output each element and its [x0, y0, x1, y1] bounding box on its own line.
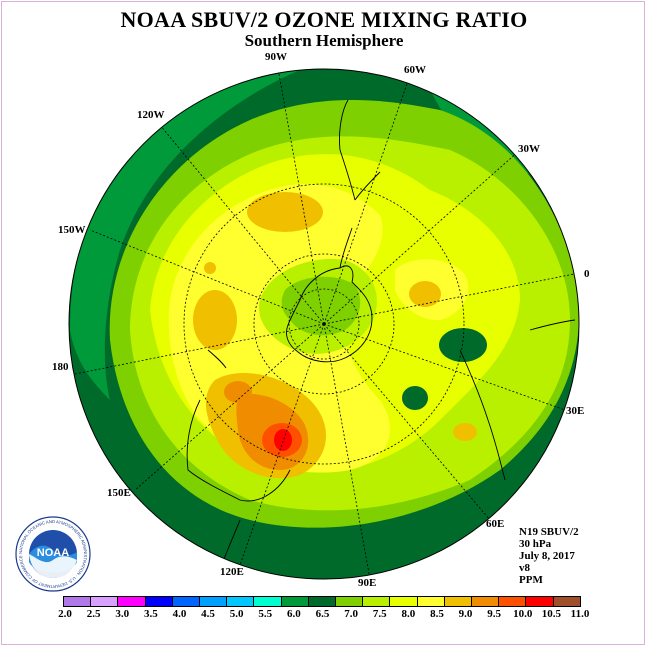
max-9-0-east: [409, 281, 441, 307]
colorbar-swatch: [254, 597, 282, 606]
meridian-90w: [276, 69, 325, 325]
meridian-120w: [159, 124, 325, 325]
lon-label-120w: 120W: [137, 109, 165, 121]
colorbar-swatch: [145, 597, 173, 606]
coastlines: [186, 99, 576, 566]
meridian-0: [323, 272, 579, 325]
colorbar-swatch: [390, 597, 418, 606]
colorbar-swatch: [526, 597, 554, 606]
logo-text: NOAA: [37, 547, 69, 559]
info-instrument: N19 SBUV/2: [519, 526, 579, 538]
meridian-120e: [239, 323, 325, 566]
noaa-logo: NATIONAL OCEANIC AND ATMOSPHERIC ADMINIS…: [15, 516, 91, 592]
max-10-5: [274, 429, 292, 451]
colorbar-tick-label: 8.5: [430, 608, 444, 620]
max-9-5-west: [224, 381, 252, 403]
colorbar-swatch: [118, 597, 146, 606]
colorbar-tick-label: 9.0: [458, 608, 473, 620]
info-units: PPM: [519, 574, 543, 586]
colorbar-tick-label: 6.5: [315, 608, 330, 620]
lon-label-150e: 150E: [107, 487, 131, 499]
lon-label-180: 180: [52, 361, 69, 373]
colorbar-tick-label: 5.5: [258, 608, 273, 620]
lat-circle-45s: [183, 183, 465, 465]
info-block: N19 SBUV/2 30 hPa July 8, 2017 v8 PPM: [519, 526, 579, 586]
colorbar-tick-label: 3.0: [115, 608, 130, 620]
colorbar-swatch: [281, 597, 309, 606]
band-6-0-nw: [70, 70, 300, 400]
meridian-150e: [134, 323, 325, 491]
africa-coast: [459, 319, 576, 481]
antarctica-coast: [286, 265, 373, 363]
colorbar-swatch: [200, 597, 228, 606]
antarctic-peninsula: [339, 227, 353, 269]
max-9-0-dot: [204, 262, 216, 274]
colorbar-tick-label: 8.0: [401, 608, 416, 620]
lon-label-150w: 150W: [58, 224, 86, 236]
low-6-5-southeast: [402, 386, 428, 410]
colorbar-tick-label: 7.0: [344, 608, 358, 620]
colorbar-tick-label: 7.5: [372, 608, 387, 620]
colorbar-tick-label: 5.0: [229, 608, 244, 620]
colorbar-tick-label: 4.0: [172, 608, 187, 620]
colorbar-swatch: [91, 597, 119, 606]
colorbar-tick-label: 10.0: [513, 608, 533, 620]
colorbar-tick-label: 9.5: [487, 608, 502, 620]
colorbar-tick-label: 10.5: [541, 608, 561, 620]
colorbar-swatch: [363, 597, 391, 606]
colorbar-tick-label: 2.5: [86, 608, 101, 620]
colorbar-swatch: [227, 597, 255, 606]
map-title: NOAA SBUV/2 OZONE MIXING RATIO: [120, 7, 528, 32]
colorbar-swatch: [172, 597, 201, 606]
lon-label-30w: 30W: [518, 143, 540, 155]
map-subtitle: Southern Hemisphere: [244, 31, 404, 50]
colorbar-swatch: [472, 597, 500, 606]
meridian-60e: [323, 323, 491, 521]
info-version: v8: [519, 562, 530, 574]
graticule: [69, 69, 579, 579]
colorbar-ticks: 2.0 2.5 3.0 3.5 4.0 4.5 5.0 5.5 6.0 6.5 7.0 7.5 8.0 8…: [0, 608, 648, 624]
meridian-90e: [323, 323, 371, 579]
colorbar-swatch: [308, 597, 337, 606]
max-9-0-west: [193, 290, 237, 350]
colorbar-tick-label: 3.5: [143, 608, 158, 620]
lon-label-60w: 60W: [404, 64, 426, 76]
lon-label-0: 0: [584, 268, 590, 280]
lat-circle-60s: [253, 253, 395, 395]
lon-label-90e: 90E: [358, 577, 377, 589]
south-america-coast: [339, 99, 381, 201]
meridian-30e: [323, 323, 566, 411]
info-level: 30 hPa: [519, 538, 552, 550]
map-border: [68, 68, 580, 580]
colorbar-swatch: [499, 597, 527, 606]
colorbar-swatch: [553, 597, 580, 606]
colorbar-swatch: [417, 597, 445, 606]
colorbar-tick-label: 2.0: [58, 608, 72, 620]
meridian-180: [69, 323, 325, 376]
colorbar-tick-label: 4.5: [201, 608, 215, 620]
low-6-5-east: [439, 328, 487, 362]
lat-circle-75s: [288, 288, 360, 360]
lon-label-120e: 120E: [220, 566, 244, 578]
australia-coast: [186, 399, 291, 502]
lon-label-30e: 30E: [566, 405, 585, 417]
colorbar-swatch: [64, 597, 92, 606]
lon-label-90w: 90W: [265, 51, 287, 63]
max-9-0-coast: [453, 423, 477, 441]
colorbar-swatch: [444, 597, 473, 606]
colorbar-tick-label: 11.0: [570, 608, 590, 620]
colorbar-tick-label: 6.0: [287, 608, 301, 620]
colorbar: [63, 596, 581, 607]
max-9-0-north: [247, 192, 323, 232]
colorbar-swatch: [336, 597, 364, 606]
info-date: July 8, 2017: [519, 550, 575, 562]
lon-label-60e: 60E: [486, 518, 505, 530]
